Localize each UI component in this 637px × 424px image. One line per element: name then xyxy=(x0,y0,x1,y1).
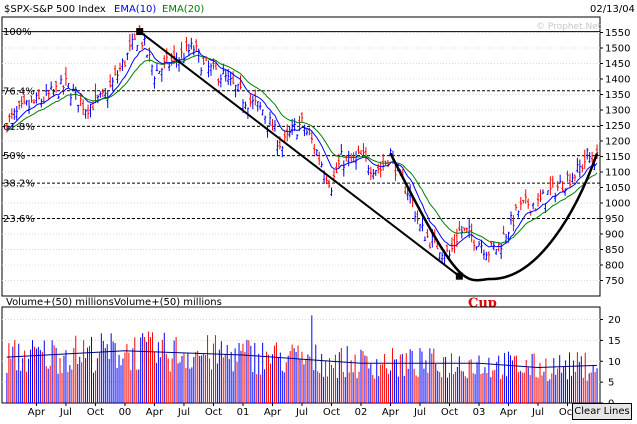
price-tick-label: 1450 xyxy=(605,59,630,70)
drawn-lines xyxy=(136,28,599,282)
x-tick-label: Apr xyxy=(500,407,518,418)
price-tick-label: 1500 xyxy=(605,44,630,55)
price-gridlines xyxy=(2,32,600,281)
clear-lines-button[interactable]: Clear Lines xyxy=(572,403,632,420)
ema10-legend: EMA(10) xyxy=(114,4,156,15)
fib-label: 38.2% xyxy=(3,179,35,190)
volume-label-2: Volume+(50) millions xyxy=(114,297,222,308)
volume-tick-label: 10 xyxy=(608,357,621,368)
price-tick-label: 1250 xyxy=(605,121,630,132)
x-tick-label: Jul xyxy=(413,407,426,418)
fib-label: 23.6% xyxy=(3,214,35,225)
x-tick-label: Oct xyxy=(87,407,104,418)
fib-label: 76.4% xyxy=(3,86,35,97)
symbol-label: $SPX-S&P 500 Index xyxy=(4,4,106,15)
price-tick-label: 950 xyxy=(605,214,624,225)
x-tick-label: Jul xyxy=(531,407,544,418)
x-tick-label: Oct xyxy=(323,407,340,418)
price-tick-label: 1050 xyxy=(605,183,630,194)
price-tick-label: 900 xyxy=(605,230,624,241)
x-tick-label: 01 xyxy=(237,407,250,418)
ema20-line xyxy=(6,54,598,244)
volume-bars xyxy=(6,315,598,403)
x-tick-label: Jul xyxy=(59,407,72,418)
volume-label-1: Volume+(50) millions xyxy=(6,297,114,308)
volume-tick-label: 20 xyxy=(608,315,621,326)
price-tick-label: 850 xyxy=(605,245,624,256)
x-tick-label: Apr xyxy=(146,407,164,418)
x-axis: Apr Jul Oct 00 Apr Jul Oct 01 Apr Jul Oct 02 Apr Jul O… xyxy=(28,403,576,418)
fib-label: 50% xyxy=(3,151,25,162)
x-tick-label: Jul xyxy=(295,407,308,418)
x-tick-label: Oct xyxy=(559,407,576,418)
volume-tick-label: 5 xyxy=(608,378,614,389)
volume-axis: 05101520 xyxy=(600,315,621,410)
price-tick-label: 1100 xyxy=(605,168,630,179)
price-tick-label: 1550 xyxy=(605,28,630,39)
price-tick-label: 750 xyxy=(605,276,624,287)
x-tick-label: Oct xyxy=(441,407,458,418)
ema20-legend: EMA(20) xyxy=(162,4,204,15)
x-tick-label: Oct xyxy=(205,407,222,418)
price-bars xyxy=(5,25,599,265)
price-tick-label: 1300 xyxy=(605,106,630,117)
x-tick-label: 00 xyxy=(119,407,132,418)
price-tick-label: 1350 xyxy=(605,90,630,101)
x-tick-label: Apr xyxy=(28,407,46,418)
x-tick-label: 03 xyxy=(473,407,486,418)
price-axis: 750 800 850 900 950 1000 1050 1100 1150 1200 1250 1… xyxy=(600,28,630,287)
fib-label: 61.8% xyxy=(3,122,35,133)
price-tick-label: 800 xyxy=(605,261,624,272)
x-tick-label: Jul xyxy=(177,407,190,418)
volume-moving-average xyxy=(6,350,598,369)
price-tick-label: 1150 xyxy=(605,152,630,163)
x-tick-label: Apr xyxy=(264,407,282,418)
ema10-line xyxy=(6,47,598,248)
cup-line xyxy=(389,152,599,282)
price-panel xyxy=(1,16,601,297)
trendline-handle xyxy=(136,28,144,36)
watermark: © Prophet.Net xyxy=(536,22,602,32)
trendline-handle xyxy=(455,272,463,280)
downtrend-line xyxy=(139,30,460,277)
price-tick-label: 1400 xyxy=(605,75,630,86)
ema-lines xyxy=(6,47,598,248)
x-tick-label: 02 xyxy=(355,407,368,418)
x-tick-label: Apr xyxy=(382,407,400,418)
fibonacci-lines: 100% 76.4% 61.8% 50% 38.2% 23.6% xyxy=(2,27,600,225)
price-tick-label: 1000 xyxy=(605,199,630,210)
volume-ma-line xyxy=(6,350,598,369)
chart-header: $SPX-S&P 500 Index EMA(10) EMA(20) 02/13… xyxy=(4,4,635,15)
chart-date: 02/13/04 xyxy=(590,4,635,15)
fib-label: 100% xyxy=(3,27,32,38)
price-tick-label: 1200 xyxy=(605,137,630,148)
volume-tick-label: 15 xyxy=(608,336,621,347)
